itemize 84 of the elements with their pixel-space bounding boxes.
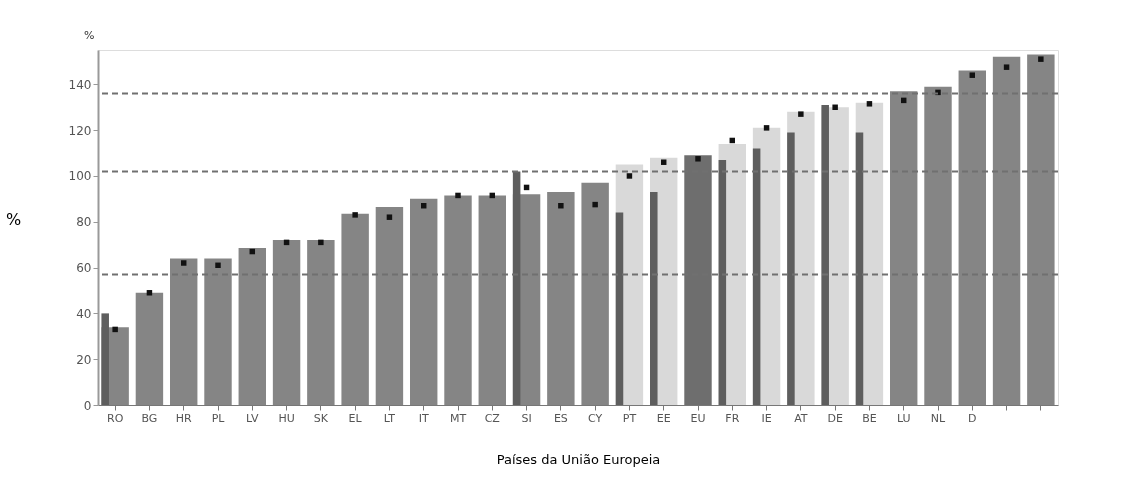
- x-tick-label: IT: [418, 411, 429, 425]
- bar: [101, 313, 109, 405]
- bar: [581, 182, 609, 405]
- x-tick-label: DE: [827, 411, 843, 425]
- y-tick-label: 80: [76, 215, 92, 230]
- y-tick-label: 120: [68, 123, 92, 138]
- x-axis-title: Países da União Europeia: [496, 451, 661, 467]
- point: [763, 125, 770, 131]
- x-tick-label: MT: [449, 411, 467, 425]
- x-tick-label: LV: [246, 411, 259, 425]
- x-tick-label: CZ: [484, 411, 501, 425]
- x-tick-label: PT: [622, 411, 637, 425]
- point: [455, 192, 461, 199]
- bar: [272, 240, 301, 405]
- bar: [650, 192, 658, 405]
- x-tick-label: IE: [761, 411, 772, 425]
- point: [112, 326, 118, 333]
- point: [352, 212, 358, 218]
- x-tick-label: NL: [930, 411, 947, 425]
- bar: [238, 248, 266, 405]
- bar: [478, 195, 506, 405]
- point: [866, 101, 873, 107]
- x-tick-label: AT: [794, 411, 808, 425]
- bar: [444, 195, 472, 405]
- x-tick-label: BE: [862, 411, 877, 425]
- x-tick-label: EL: [348, 411, 363, 425]
- x-tick-label: SI: [521, 411, 532, 425]
- point: [660, 159, 667, 165]
- y-tick-label: 140: [68, 77, 92, 92]
- text: %: [84, 29, 95, 42]
- x-tick-label: ES: [553, 411, 568, 425]
- x-tick-label: HR: [175, 411, 193, 425]
- bar: [924, 86, 952, 405]
- y-axis-title: %: [5, 210, 22, 229]
- bar: [170, 258, 198, 405]
- point: [180, 260, 187, 266]
- bar: [992, 56, 1021, 405]
- point: [695, 156, 701, 162]
- point: [626, 173, 633, 179]
- point: [1003, 64, 1010, 70]
- bar: [821, 104, 829, 405]
- x-tick-label: LT: [383, 411, 396, 425]
- x-tick-label: RO: [106, 411, 124, 425]
- bar: [615, 212, 624, 405]
- bar: [855, 132, 864, 405]
- x-tick-label: EE: [656, 411, 671, 425]
- point: [215, 262, 221, 269]
- bar: [890, 91, 918, 405]
- y-tick-label: 60: [76, 261, 92, 276]
- x-tick-label: D: [968, 411, 977, 425]
- y-tick-label: 0: [83, 398, 92, 413]
- bar: [410, 198, 438, 405]
- point: [558, 203, 564, 209]
- bar: [752, 148, 761, 405]
- x-tick-label: EU: [690, 411, 706, 425]
- point: [146, 290, 153, 296]
- point: [386, 214, 393, 220]
- x-tick-label: SK: [313, 411, 329, 425]
- x-tick-label: PL: [211, 411, 226, 425]
- bar: [135, 292, 164, 405]
- bar: [341, 213, 369, 405]
- point: [318, 239, 324, 246]
- bar: [204, 258, 232, 405]
- x-tick-label: CY: [588, 411, 603, 425]
- point: [592, 201, 598, 208]
- bar: [512, 171, 521, 405]
- x-tick-label: BG: [141, 411, 158, 425]
- bar: [375, 206, 404, 405]
- point: [832, 104, 838, 110]
- bar: [1027, 54, 1055, 405]
- x-tick-label: FR: [725, 411, 740, 425]
- bar: [547, 192, 575, 405]
- point: [798, 111, 804, 117]
- bar: [787, 132, 795, 405]
- y-tick-label: 40: [76, 306, 92, 321]
- bar: [718, 159, 727, 405]
- y-tick-label: 20: [76, 352, 92, 367]
- bar: [958, 70, 986, 405]
- y-tick-label: 100: [68, 169, 92, 184]
- bar: [307, 240, 335, 405]
- point: [1038, 56, 1044, 62]
- x-tick-label: LU: [896, 411, 911, 425]
- x-tick-label: HU: [278, 411, 295, 425]
- point: [969, 72, 976, 78]
